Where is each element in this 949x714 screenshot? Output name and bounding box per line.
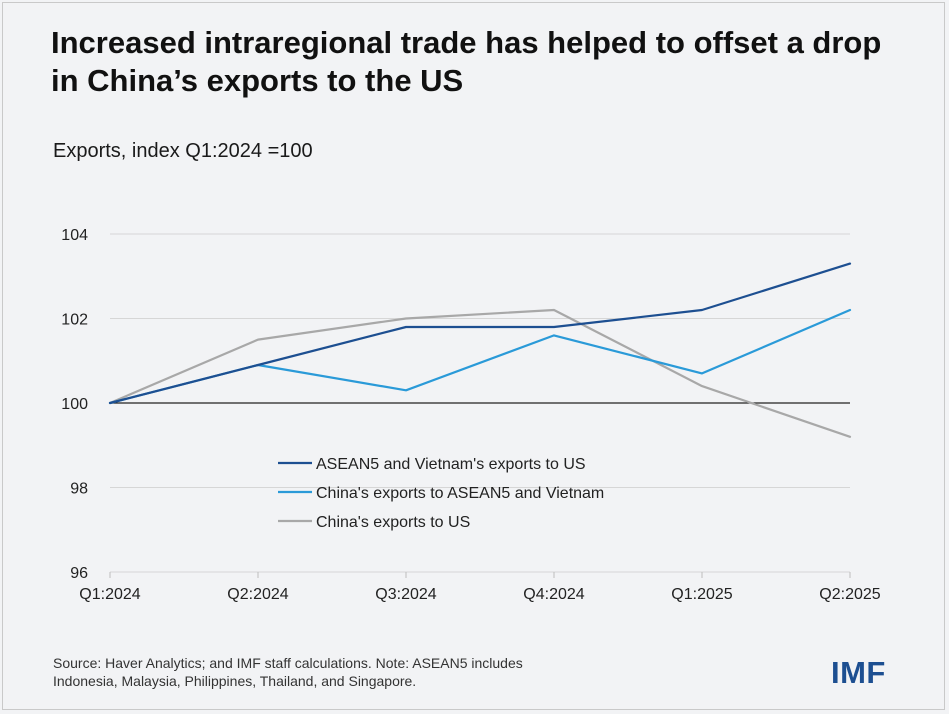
chart-title: Increased intraregional trade has helped…: [51, 25, 882, 98]
legend: ASEAN5 and Vietnam's exports to US China'…: [278, 456, 604, 531]
y-tick-label: 96: [70, 565, 88, 582]
source-note-line-1: Source: Haver Analytics; and IMF staff c…: [53, 655, 523, 671]
x-tick-label: Q3:2024: [375, 586, 436, 603]
legend-label-1: China's exports to ASEAN5 and Vietnam: [316, 485, 604, 502]
series-line-2: [108, 308, 852, 438]
x-tick-label: Q2:2024: [227, 586, 288, 603]
y-tick-label: 100: [61, 396, 88, 413]
source-note-line-2: Indonesia, Malaysia, Philippines, Thaila…: [53, 673, 417, 689]
y-tick-label: 98: [70, 481, 88, 498]
legend-label-2: China's exports to US: [316, 514, 470, 531]
x-axis-ticks: Q1:2024 Q2:2024 Q3:2024 Q4:2024 Q1:2025 Q2:20…: [79, 572, 881, 603]
series-lines: [108, 262, 852, 438]
y-axis-ticks: 96 98 100 102 104: [61, 227, 88, 582]
x-tick-label: Q1:2025: [671, 586, 732, 603]
x-tick-label: Q4:2024: [523, 586, 584, 603]
chart-subtitle: Exports, index Q1:2024 =100: [53, 140, 313, 162]
y-tick-label: 102: [61, 312, 88, 329]
x-tick-label: Q2:2025: [819, 586, 880, 603]
imf-logo: IMF: [831, 655, 886, 690]
source-note: Source: Haver Analytics; and IMF staff c…: [53, 654, 693, 690]
y-tick-label: 104: [61, 227, 88, 244]
x-tick-label: Q1:2024: [79, 586, 140, 603]
series-line-0: [108, 262, 852, 405]
gridlines: [110, 233, 850, 573]
legend-label-0: ASEAN5 and Vietnam's exports to US: [316, 456, 586, 473]
